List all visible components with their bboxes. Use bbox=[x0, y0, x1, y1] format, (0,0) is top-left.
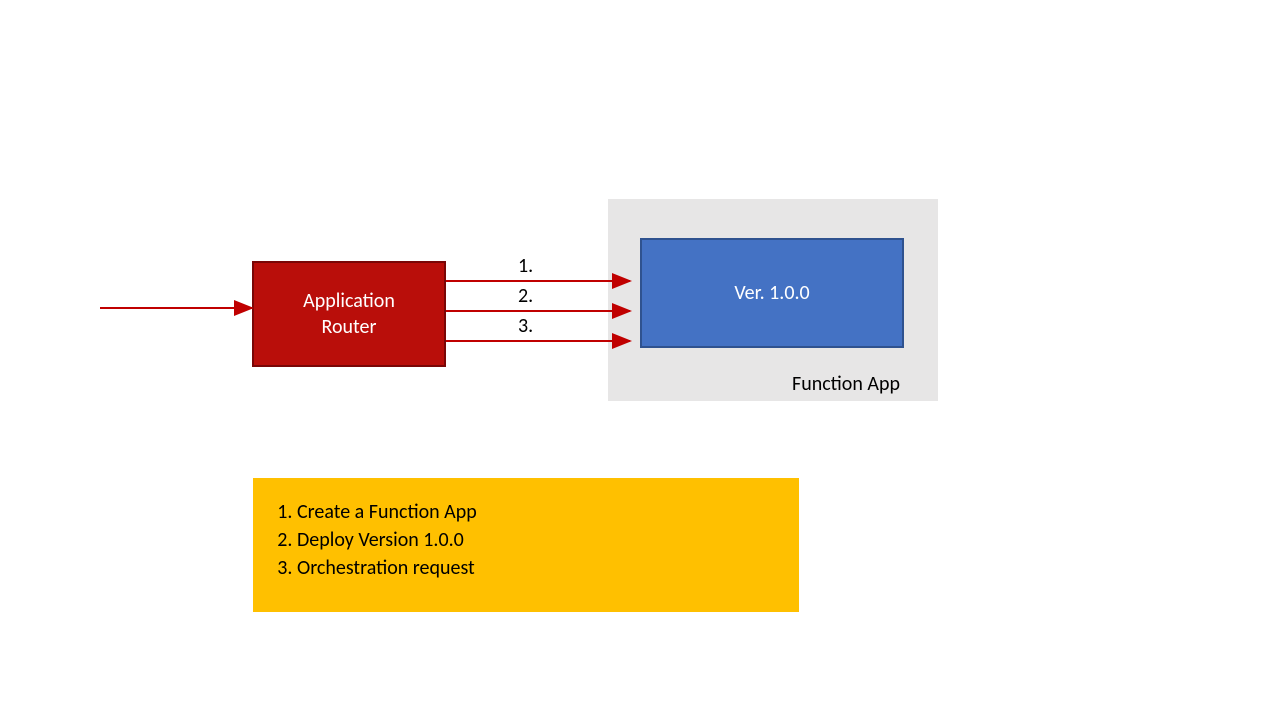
router-label-line1: Application bbox=[303, 289, 395, 313]
legend-item-1: Create a Function App bbox=[297, 500, 771, 524]
arrow-label-2: 2. bbox=[518, 284, 533, 308]
legend-box: Create a Function App Deploy Version 1.0… bbox=[253, 478, 799, 612]
legend-item-3: Orchestration request bbox=[297, 556, 771, 580]
function-app-label: Function App bbox=[792, 372, 900, 396]
diagram-canvas: Function App Ver. 1.0.0 Application Rout… bbox=[0, 0, 1280, 720]
arrow-label-1: 1. bbox=[518, 254, 533, 278]
application-router-node: Application Router bbox=[252, 261, 446, 367]
legend-list: Create a Function App Deploy Version 1.0… bbox=[297, 500, 771, 580]
router-label-line2: Router bbox=[322, 315, 377, 339]
arrow-label-3: 3. bbox=[518, 314, 533, 338]
legend-item-2: Deploy Version 1.0.0 bbox=[297, 528, 771, 552]
version-node: Ver. 1.0.0 bbox=[640, 238, 904, 348]
